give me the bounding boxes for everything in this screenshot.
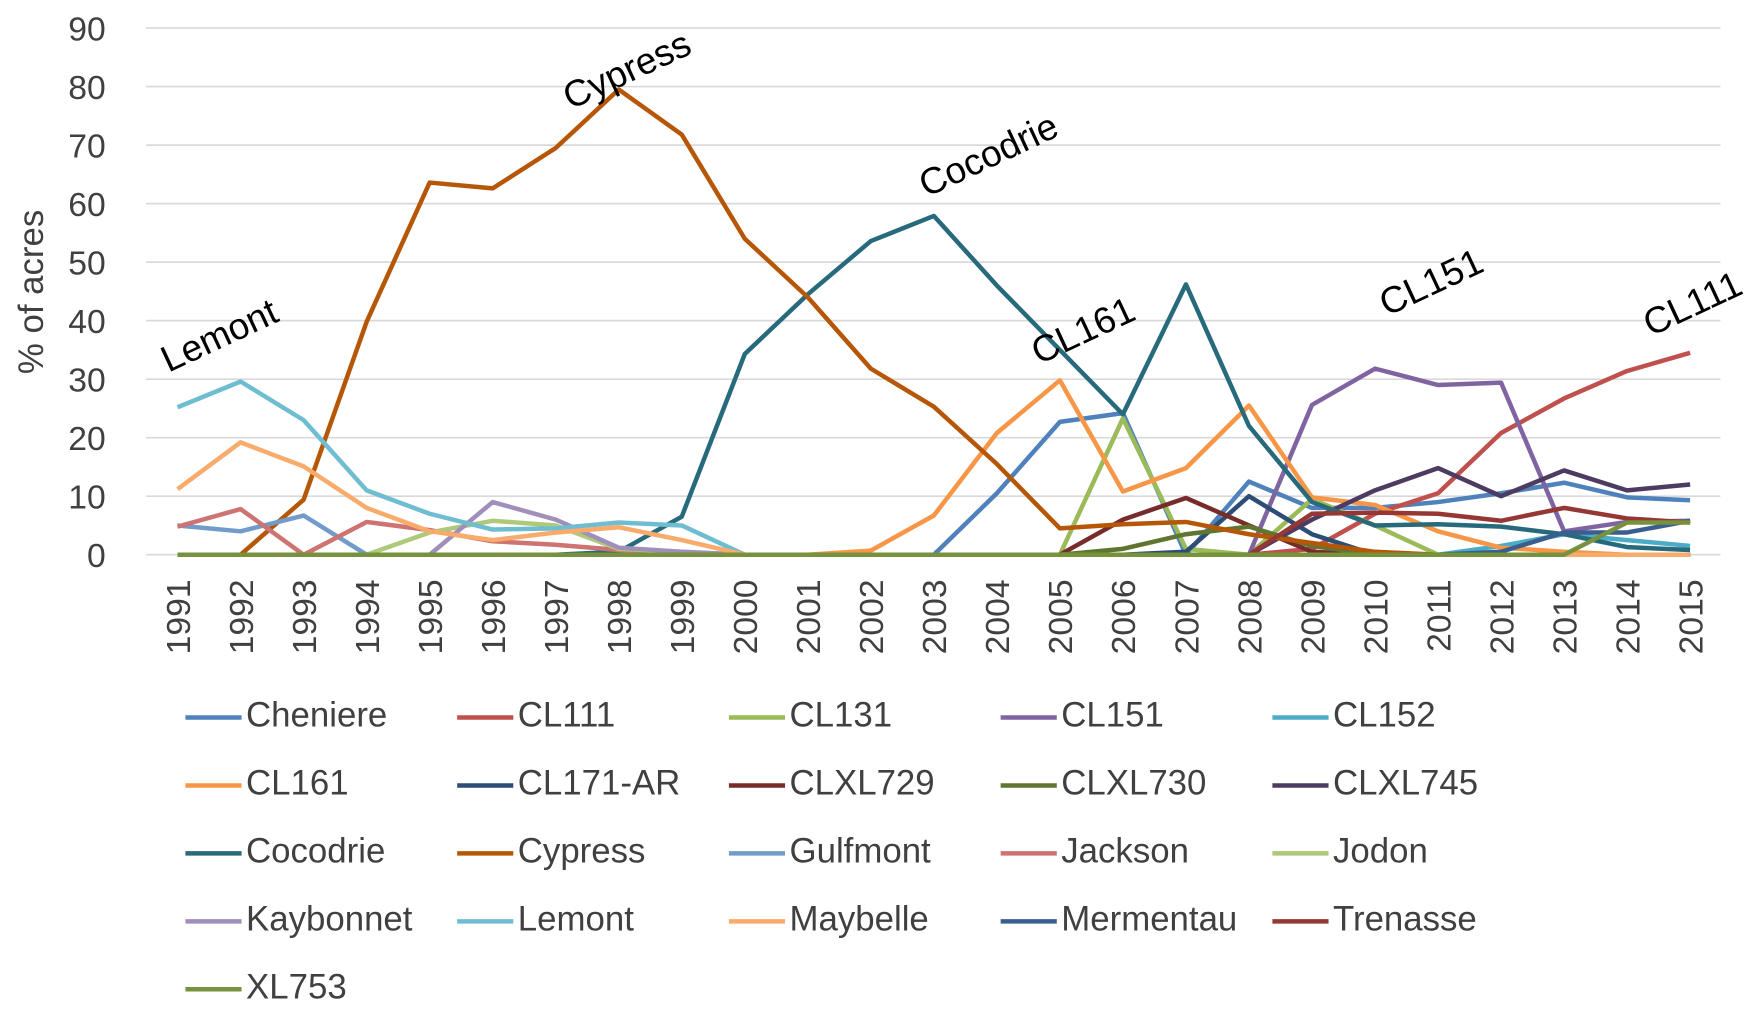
x-tick-label: 2004	[980, 579, 1017, 654]
x-tick-label: 1992	[224, 579, 261, 654]
x-tick-label: 2000	[728, 579, 765, 654]
x-tick-label: 1996	[476, 579, 513, 654]
y-tick-label: 10	[68, 480, 105, 517]
legend-label: CL161	[246, 764, 349, 803]
legend-label: Cocodrie	[246, 832, 385, 871]
x-tick-label: 1998	[602, 579, 639, 654]
y-tick-label: 50	[68, 245, 105, 282]
annotation: CL151	[1373, 240, 1490, 324]
y-tick-label: 40	[68, 304, 105, 341]
x-tick-label: 2012	[1484, 579, 1521, 654]
legend-label: CL151	[1061, 696, 1164, 735]
x-tick-label: 1995	[413, 579, 450, 654]
legend-label: CL152	[1333, 696, 1436, 735]
x-tick-label: 2006	[1106, 579, 1143, 654]
x-tick-label: 1999	[665, 579, 702, 654]
legend-label: Kaybonnet	[246, 900, 413, 939]
y-tick-label: 20	[68, 421, 105, 458]
legend-label: XL753	[246, 967, 347, 1005]
x-tick-label: 2002	[854, 579, 891, 654]
legend-label: CL171-AR	[518, 764, 680, 803]
legend-label: CLXL729	[790, 764, 935, 803]
legend-label: Mermentau	[1061, 900, 1237, 939]
y-tick-label: 30	[68, 363, 105, 400]
legend-label: Jackson	[1061, 832, 1189, 871]
annotation: Cocodrie	[912, 104, 1064, 205]
x-tick-label: 2015	[1673, 579, 1710, 654]
x-tick-label: 2008	[1232, 579, 1269, 654]
legend-label: CLXL730	[1061, 764, 1206, 803]
annotation: Cypress	[556, 22, 697, 117]
annotation: Lemont	[154, 289, 284, 380]
x-tick-label: 2009	[1295, 579, 1332, 654]
x-tick-label: 2007	[1169, 579, 1206, 654]
y-tick-label: 90	[68, 11, 105, 48]
x-tick-label: 2005	[1043, 579, 1080, 654]
legend-label: CL131	[790, 696, 893, 735]
y-tick-label: 80	[68, 70, 105, 107]
y-tick-label: 0	[87, 538, 106, 575]
x-tick-label: 2010	[1358, 579, 1395, 654]
x-tick-label: 2014	[1610, 579, 1647, 654]
x-tick-label: 2001	[791, 579, 828, 654]
series-line	[177, 410, 1691, 557]
x-tick-label: 2013	[1547, 579, 1584, 654]
legend-label: Lemont	[518, 900, 634, 939]
legend-label: CL111	[518, 696, 615, 735]
legend-label: Cheniere	[246, 696, 387, 735]
legend-label: CLXL745	[1333, 764, 1478, 803]
x-tick-label: 1997	[539, 579, 576, 654]
annotation: CL161	[1024, 288, 1141, 372]
annotation: CL111	[1636, 262, 1748, 344]
y-axis-label: % of acres	[12, 210, 51, 374]
legend-label: Trenasse	[1333, 900, 1477, 939]
x-tick-label: 1993	[287, 579, 324, 654]
legend-label: Maybelle	[790, 900, 929, 939]
series-line	[177, 416, 1691, 557]
x-tick-label: 1994	[350, 579, 387, 654]
y-tick-label: 70	[68, 128, 105, 165]
legend-label: Cypress	[518, 832, 646, 871]
x-tick-label: 2011	[1421, 579, 1458, 651]
legend-label: Jodon	[1333, 832, 1428, 871]
y-tick-label: 60	[68, 187, 105, 224]
x-tick-label: 2003	[917, 579, 954, 654]
series-line	[177, 520, 1691, 557]
legend-label: Gulfmont	[790, 832, 932, 871]
x-tick-label: 1991	[161, 579, 198, 654]
